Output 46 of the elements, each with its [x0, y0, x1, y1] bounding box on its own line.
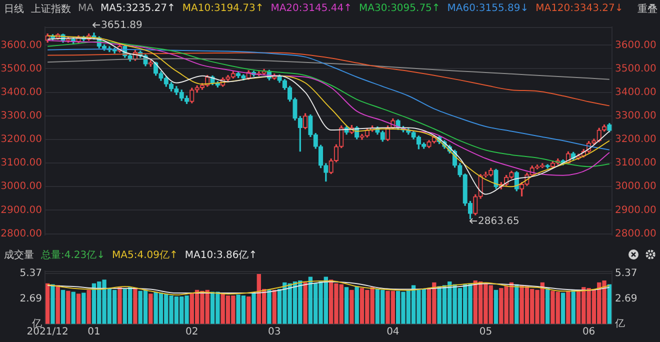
y-tick-label: 2800.00: [0, 228, 42, 240]
annotation: 3651.89: [101, 20, 142, 30]
y2-tick-label: 2900.00: [615, 204, 656, 216]
chart-title: 上证指数: [31, 2, 71, 16]
x-tick-label: 04: [386, 326, 400, 338]
x-tick-label: 02: [186, 326, 198, 338]
x-tick-label: 03: [268, 326, 281, 338]
text: MA30:3095.75↑: [359, 3, 440, 14]
y2-tick-label: 3100.00: [615, 158, 656, 169]
series-label: 总量:4.23亿↓: [41, 248, 106, 262]
y2-tick-label: 3000.00: [615, 181, 656, 192]
y-tick-label: 3600.00: [0, 40, 42, 51]
text: MA60:3155.89↓: [447, 3, 529, 14]
y-tick-label: 3000.00: [0, 181, 42, 192]
y2-tick-label: 亿: [614, 318, 625, 330]
y-tick-label: 2900.00: [0, 204, 42, 216]
y-tick-label: 3100.00: [0, 158, 42, 169]
x-tick-label: 06: [582, 326, 596, 338]
chart-subtitle: 日线: [4, 2, 24, 16]
x-tick-label: 01: [88, 326, 100, 338]
text: 重叠: [637, 2, 658, 16]
text: MA5:3235.27↑: [100, 3, 176, 14]
y2-tick-label: 2800.00: [615, 228, 656, 240]
annotation: 2863.65: [478, 216, 520, 226]
y-tick-label: 3200.00: [0, 134, 42, 146]
y2-tick-label: 2.69: [615, 293, 638, 304]
y2-tick-label: 5.37: [615, 268, 638, 280]
text: MA10:3194.73↑: [182, 3, 264, 14]
y-tick-label: 3400.00: [0, 86, 42, 98]
text: MA10:3.86亿↑: [184, 248, 258, 262]
y2-tick-label: 3500.00: [615, 63, 656, 74]
text: MA5:4.09亿↑: [112, 248, 178, 262]
y2-tick-label: 3600.00: [615, 40, 656, 51]
legend-title: MA: [78, 3, 94, 14]
y-tick-label: 3500.00: [0, 63, 42, 74]
text: MA20:3145.44↑: [270, 3, 352, 14]
y-tick-label: 2.69: [20, 293, 42, 304]
x-tick-label: 2021/12: [26, 326, 68, 338]
chart-title: 成交量: [4, 248, 34, 262]
x-tick-label: 05: [479, 326, 492, 338]
y2-tick-label: 3200.00: [615, 134, 656, 146]
y-tick-label: 5.37: [20, 268, 42, 280]
y2-tick-label: 3300.00: [615, 110, 656, 122]
y-tick-label: 3300.00: [0, 110, 42, 122]
text: MA120:3343.27↓: [536, 3, 624, 14]
y2-tick-label: 3400.00: [615, 86, 656, 98]
